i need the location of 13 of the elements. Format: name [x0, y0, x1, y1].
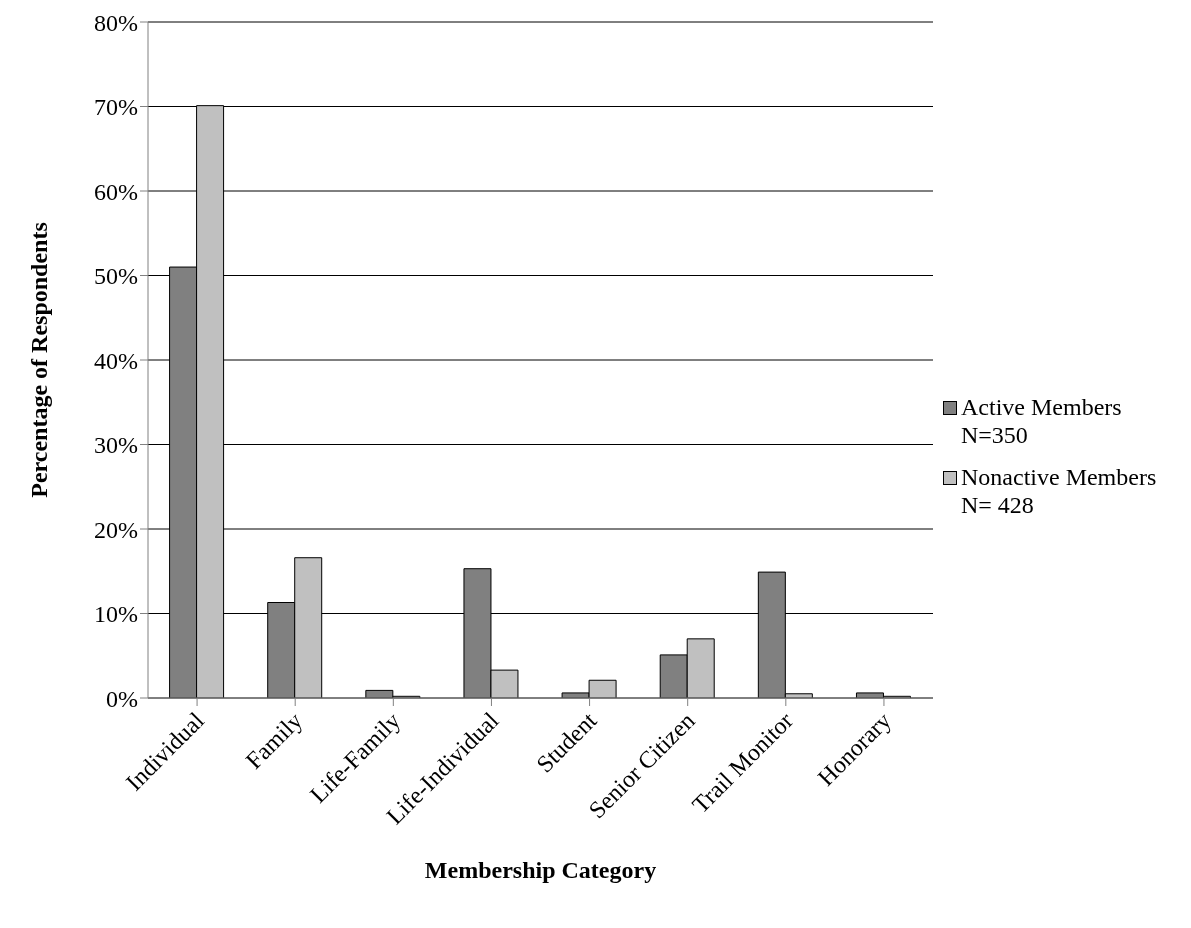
- y-tick-label: 60%: [94, 178, 138, 205]
- y-tick-label: 20%: [94, 516, 138, 543]
- x-axis-title: Membership Category: [424, 857, 657, 883]
- y-tick-label: 30%: [94, 432, 138, 459]
- y-tick-label: 80%: [94, 9, 138, 36]
- y-tick-label: 70%: [94, 94, 138, 121]
- legend-label: Nonactive Members N= 428: [961, 463, 1158, 519]
- legend-label: Active Members N=350: [961, 393, 1123, 449]
- y-tick-label: 40%: [94, 347, 138, 374]
- y-tick-label: 50%: [94, 263, 138, 290]
- y-axis-title: Percentage of Respondents: [25, 222, 52, 498]
- y-tick-label: 0%: [106, 685, 138, 712]
- y-tick-label: 10%: [94, 601, 138, 628]
